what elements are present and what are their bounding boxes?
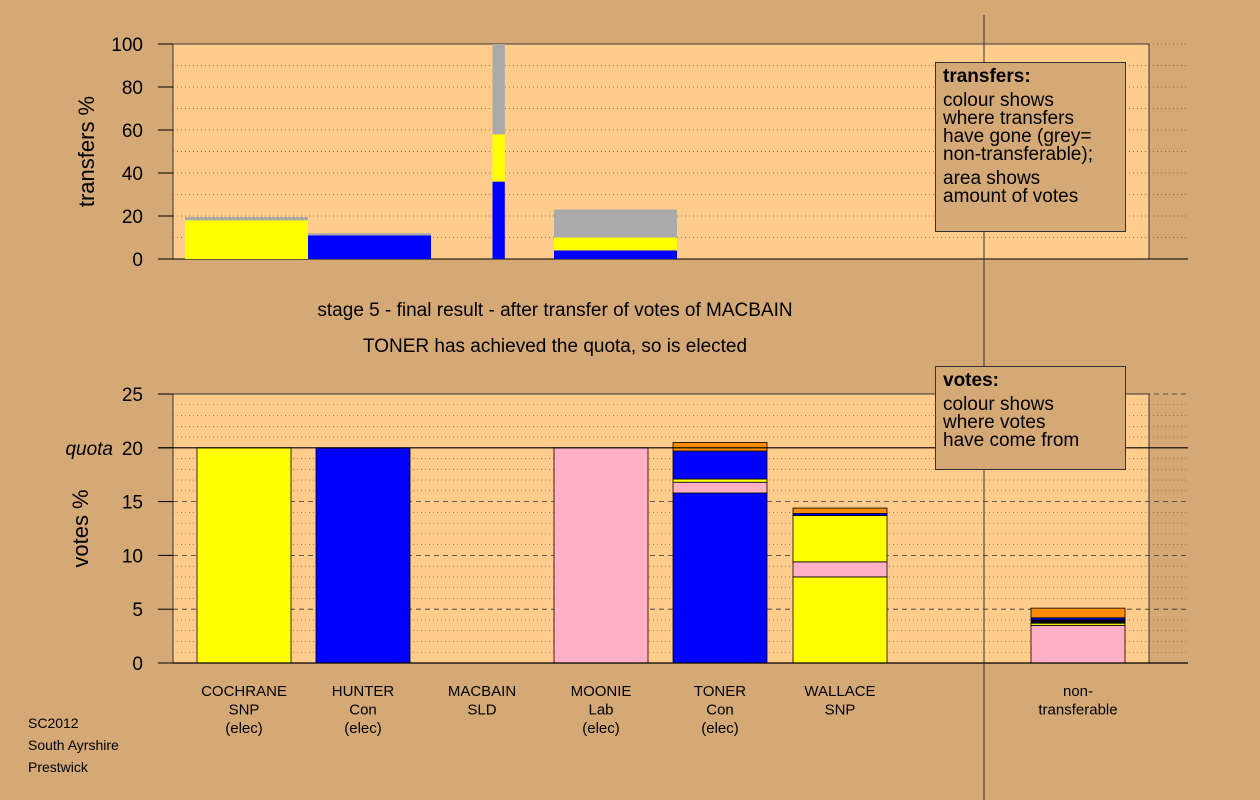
votes-y-tick-label: 10 [122,546,143,567]
votes-y-axis-label: votes % [68,489,93,567]
candidate-label: Lab [588,702,613,719]
votes-y-tick-label: 5 [132,600,143,621]
votes-legend-text: colour shows where votes have come from [943,394,1080,451]
footer-council: South Ayrshire [28,737,119,753]
transfer-bar-segment [308,235,431,259]
transfer-bar-segment [554,209,677,238]
candidate-label: non- [1063,683,1093,700]
vote-bar-segment [1030,624,1126,664]
candidate-label: SLD [467,702,496,719]
votes-y-tick-label: 0 [132,654,143,675]
votes-legend-heading: votes: [943,370,999,391]
transfer-bar-segment [554,237,677,251]
vote-bar-segment [792,561,888,578]
transfers-y-tick-label: 20 [122,207,143,228]
vote-bar-segment [553,447,649,664]
transfers-legend-heading: transfers: [943,66,1031,87]
vote-bar-segment [672,478,768,483]
votes-y-tick-label: 25 [122,385,143,406]
vote-bar-segment [672,481,768,494]
transfers-y-tick-label: 60 [122,121,143,142]
footer-election: SC2012 [28,715,79,731]
candidate-label: Con [706,702,734,719]
vote-bar-segment [196,447,292,664]
transfers-legend: transfers: colour shows where transfers … [935,62,1126,232]
candidate-label: WALLACE [804,683,875,700]
transfers-y-tick-label: 100 [111,35,143,56]
outcome-title: TONER has achieved the quota, so is elec… [362,336,748,357]
transfers-y-tick-label: 40 [122,164,143,185]
vote-bar-segment [1030,619,1126,624]
candidate-label: transferable [1038,702,1117,719]
candidate-label: COCHRANE [201,683,287,700]
candidate-label: Con [349,702,377,719]
transfers-y-axis-label: transfers % [74,96,99,207]
candidate-label: (elec) [701,720,739,737]
transfers-legend-text-colour: colour shows where transfers have gone (… [943,90,1093,165]
vote-bar-segment [672,442,768,452]
transfers-y-tick-label: 80 [122,78,143,99]
candidate-label: MOONIE [571,683,632,700]
transfer-bar-segment [492,44,505,135]
vote-bar-segment [792,515,888,563]
transfer-bar-segment [492,181,505,259]
candidate-label: SNP [825,702,856,719]
candidate-label: (elec) [344,720,382,737]
votes-legend: votes: colour shows where votes have com… [935,366,1126,470]
vote-bar-segment [672,492,768,664]
vote-bar-segment [672,450,768,480]
transfer-bar-segment [185,220,308,259]
candidate-label: (elec) [582,720,620,737]
quota-label: quota [65,439,113,460]
transfers-y-tick-label: 0 [132,250,143,271]
vote-bar-segment [792,507,888,514]
transfers-legend-text-area: area shows amount of votes [943,168,1079,207]
votes-y-tick-label: 20 [122,439,143,460]
candidate-label: (elec) [225,720,263,737]
vote-bar-segment [792,576,888,664]
candidate-label: HUNTER [332,683,395,700]
candidate-label: SNP [229,702,260,719]
transfer-bar-segment [492,134,505,182]
vote-bar-segment [315,447,411,664]
candidate-label: TONER [694,683,746,700]
vote-bar-segment [1030,607,1126,619]
transfer-bar-segment [185,217,308,221]
votes-y-tick-label: 15 [122,493,143,514]
candidate-label: MACBAIN [448,683,516,700]
stage-title: stage 5 - final result - after transfer … [317,300,793,321]
footer: SC2012 South Ayrshire Prestwick [28,712,119,778]
footer-ward: Prestwick [28,759,88,775]
transfer-bar-segment [554,250,677,259]
transfer-bar-segment [308,233,431,236]
